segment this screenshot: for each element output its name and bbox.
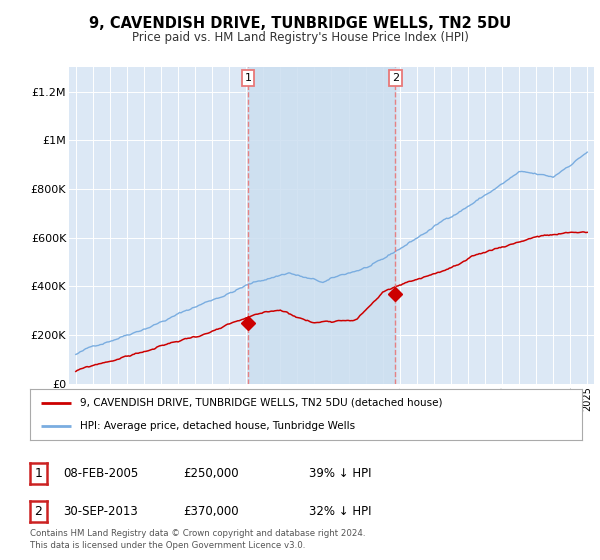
Text: 9, CAVENDISH DRIVE, TUNBRIDGE WELLS, TN2 5DU (detached house): 9, CAVENDISH DRIVE, TUNBRIDGE WELLS, TN2… (80, 398, 442, 408)
Text: £370,000: £370,000 (183, 505, 239, 518)
Text: 9, CAVENDISH DRIVE, TUNBRIDGE WELLS, TN2 5DU: 9, CAVENDISH DRIVE, TUNBRIDGE WELLS, TN2… (89, 16, 511, 31)
Text: Contains HM Land Registry data © Crown copyright and database right 2024.
This d: Contains HM Land Registry data © Crown c… (30, 529, 365, 550)
Text: 08-FEB-2005: 08-FEB-2005 (63, 467, 138, 480)
Text: 2: 2 (392, 73, 399, 83)
Text: Price paid vs. HM Land Registry's House Price Index (HPI): Price paid vs. HM Land Registry's House … (131, 31, 469, 44)
Text: 1: 1 (244, 73, 251, 83)
Bar (248, 67, 395, 384)
Text: £250,000: £250,000 (183, 467, 239, 480)
Text: HPI: Average price, detached house, Tunbridge Wells: HPI: Average price, detached house, Tunb… (80, 421, 355, 431)
Text: 1: 1 (34, 467, 43, 480)
Text: 30-SEP-2013: 30-SEP-2013 (63, 505, 138, 518)
Text: 2: 2 (34, 505, 43, 518)
Text: 39% ↓ HPI: 39% ↓ HPI (309, 467, 371, 480)
Text: 32% ↓ HPI: 32% ↓ HPI (309, 505, 371, 518)
